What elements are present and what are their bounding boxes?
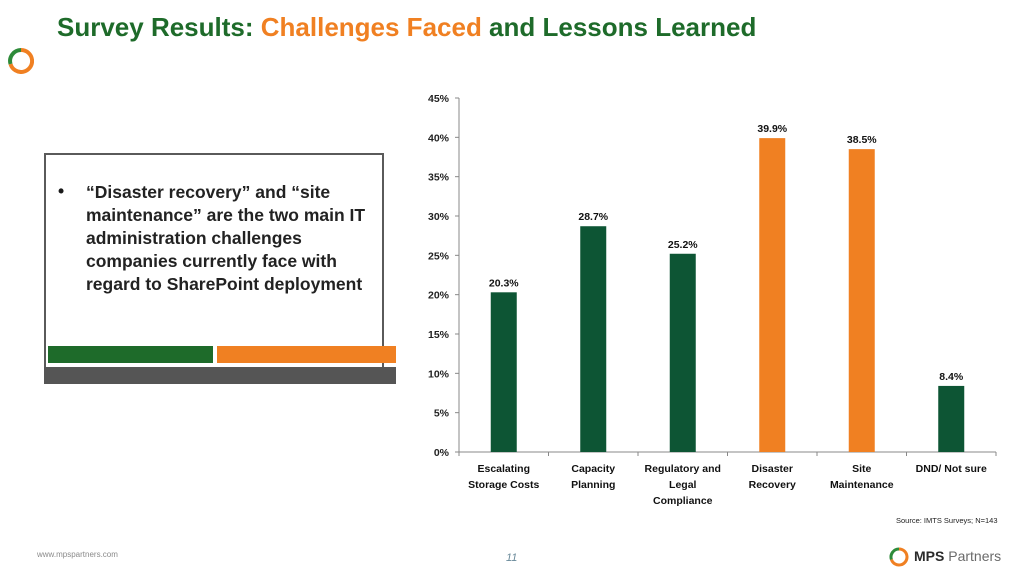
- accent-bar-gray: [44, 367, 396, 384]
- data-label: 38.5%: [847, 134, 877, 146]
- bullet-box: [44, 153, 384, 383]
- x-category-label: Escalating Storage Costs: [468, 463, 539, 491]
- bar: [759, 138, 786, 452]
- bar: [938, 385, 965, 452]
- bar: [490, 292, 517, 452]
- accent-bar-green: [48, 346, 213, 363]
- data-label: 28.7%: [578, 211, 608, 223]
- y-axis-ticks: 0% 5% 10% 15% 20% 25% 30% 35% 40% 45%: [428, 93, 459, 459]
- chart-axes: [458, 98, 997, 456]
- brand-rest: Partners: [944, 548, 1002, 564]
- page-number: 11: [506, 552, 518, 564]
- y-tick-label: 25%: [428, 250, 450, 262]
- x-category-label: Regulatory and Legal Compliance: [645, 463, 721, 507]
- slide-title: Survey Results: Challenges Faced and Les…: [57, 12, 756, 43]
- y-tick-label: 35%: [428, 172, 450, 184]
- title-part-3: and Lessons Learned: [481, 12, 757, 42]
- data-label: 20.3%: [489, 277, 519, 289]
- brand-bold: MPS: [914, 548, 945, 564]
- accent-bar-orange: [217, 346, 396, 363]
- source-note: Source: IMTS Surveys; N=143: [896, 516, 998, 525]
- x-category-label: Capacity Planning: [571, 463, 615, 491]
- x-category-label: Disaster Recovery: [749, 463, 796, 491]
- y-tick-label: 45%: [428, 93, 450, 105]
- x-axis-labels: Escalating Storage Costs Capacity Planning R…: [468, 463, 987, 507]
- title-part-1: Survey Results:: [57, 12, 261, 42]
- chart-bars: [490, 138, 965, 452]
- logo-ring-icon: [8, 48, 34, 74]
- y-tick-label: 10%: [428, 368, 450, 380]
- bar: [580, 226, 607, 452]
- y-tick-label: 0%: [434, 447, 450, 459]
- bullet-marker: •: [58, 181, 65, 201]
- title-highlight: Challenges Faced: [260, 12, 482, 42]
- bar: [848, 149, 875, 452]
- y-tick-label: 40%: [428, 132, 450, 144]
- y-tick-label: 20%: [428, 290, 450, 302]
- data-label: 8.4%: [939, 371, 964, 383]
- data-label: 25.2%: [668, 239, 698, 251]
- brand-name: MPS Partners: [914, 548, 1001, 564]
- y-tick-label: 30%: [428, 211, 450, 223]
- bar: [669, 253, 696, 452]
- data-label: 39.9%: [757, 123, 787, 135]
- data-labels: 20.3% 28.7% 25.2% 39.9% 38.5% 8.4%: [489, 123, 964, 383]
- x-category-label: Site Maintenance: [830, 463, 894, 491]
- footer-url: www.mpspartners.com: [37, 550, 118, 559]
- brand-logo-icon: [889, 547, 909, 567]
- y-tick-label: 5%: [434, 408, 450, 420]
- x-category-label: DND/ Not sure: [916, 463, 987, 475]
- bullet-text: “Disaster recovery” and “site maintenanc…: [86, 182, 366, 294]
- y-tick-label: 15%: [428, 329, 450, 341]
